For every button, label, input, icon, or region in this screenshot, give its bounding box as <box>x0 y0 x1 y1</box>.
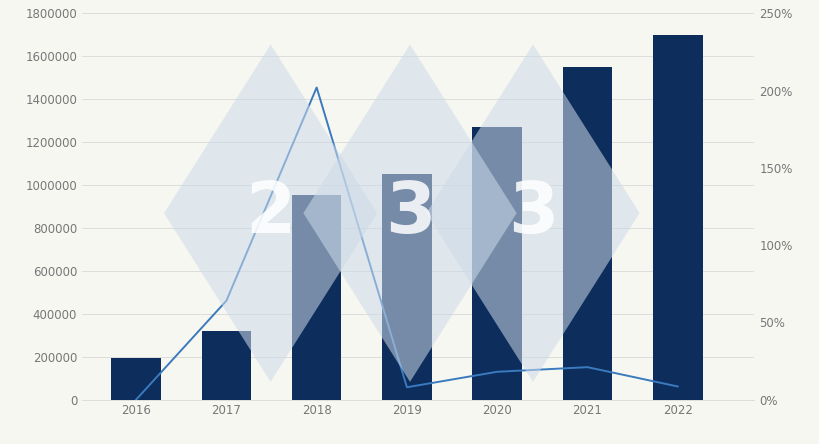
Bar <box>472 127 522 400</box>
Bar <box>562 67 612 400</box>
Text: 3: 3 <box>384 178 435 248</box>
Bar <box>652 35 702 400</box>
Bar <box>201 331 251 400</box>
Text: 3: 3 <box>507 178 558 248</box>
Bar <box>111 358 161 400</box>
Bar <box>292 194 341 400</box>
Bar <box>382 174 432 400</box>
Text: 2: 2 <box>245 178 296 248</box>
